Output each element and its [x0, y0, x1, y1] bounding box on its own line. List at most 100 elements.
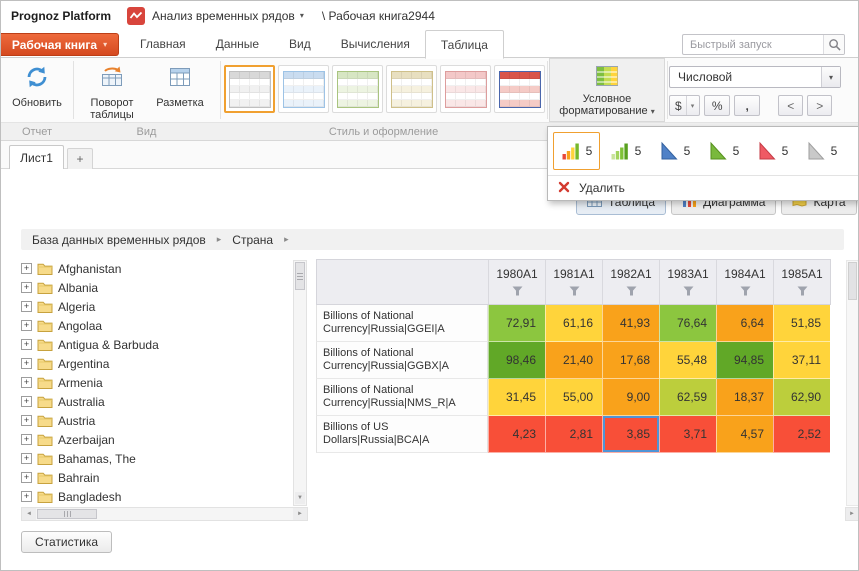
tab-tablitsa[interactable]: Таблица [424, 30, 504, 59]
tree-item-azerbaijan[interactable]: + Azerbaijan [21, 430, 291, 449]
cf-icon-set-2[interactable]: 5 [602, 132, 649, 170]
layout-button[interactable]: Разметка [148, 59, 212, 121]
chevron-down-icon[interactable]: ▾ [821, 67, 840, 87]
search-icon[interactable] [823, 35, 844, 54]
selected-data-cell[interactable]: 3,85 [602, 416, 659, 453]
scrollbar-thumb[interactable] [295, 262, 305, 290]
filter-icon[interactable] [797, 286, 808, 296]
tree-item-angolaa[interactable]: + Angolaa [21, 316, 291, 335]
tree-item-antigua-barbuda[interactable]: + Antigua & Barbuda [21, 335, 291, 354]
refresh-button[interactable]: Обновить [6, 59, 68, 121]
scroll-left-arrow[interactable]: ◄ [22, 508, 36, 520]
data-cell[interactable]: 94,85 [716, 342, 773, 379]
data-cell[interactable]: 51,85 [773, 305, 830, 342]
data-cell[interactable]: 31,45 [488, 379, 545, 416]
data-cell[interactable]: 3,71 [659, 416, 716, 453]
data-cell[interactable]: 9,00 [602, 379, 659, 416]
style-thumbnail-gray[interactable] [224, 65, 275, 113]
filter-icon[interactable] [626, 286, 637, 296]
style-thumbnail-beige[interactable] [386, 65, 437, 113]
style-thumbnail-red[interactable] [494, 65, 545, 113]
data-cell[interactable]: 61,16 [545, 305, 602, 342]
data-cell[interactable]: 72,91 [488, 305, 545, 342]
data-cell[interactable]: 62,90 [773, 379, 830, 416]
expand-icon[interactable]: + [21, 282, 32, 293]
data-cell[interactable]: 2,81 [545, 416, 602, 453]
tree-item-australia[interactable]: + Australia [21, 392, 291, 411]
expand-icon[interactable]: + [21, 320, 32, 331]
filter-icon[interactable] [683, 286, 694, 296]
expand-icon[interactable]: + [21, 472, 32, 483]
add-sheet-button[interactable]: + [67, 148, 93, 169]
tab-glavnaya[interactable]: Главная [140, 37, 186, 51]
number-format-select[interactable]: Числовой ▾ [669, 66, 841, 88]
statistics-button[interactable]: Статистика [21, 531, 113, 553]
data-cell[interactable]: 37,11 [773, 342, 830, 379]
column-header-1983A1[interactable]: 1983A1 [659, 260, 716, 304]
expand-icon[interactable]: + [21, 263, 32, 274]
cf-icon-set-1[interactable]: 5 [553, 132, 600, 170]
expand-icon[interactable]: + [21, 339, 32, 350]
expand-icon[interactable]: + [21, 396, 32, 407]
expand-icon[interactable]: + [21, 491, 32, 502]
scroll-down-arrow[interactable]: ▼ [295, 492, 305, 504]
scrollbar-thumb[interactable] [37, 509, 97, 519]
data-cell[interactable]: 21,40 [545, 342, 602, 379]
style-thumbnail-green[interactable] [332, 65, 383, 113]
cf-icon-set-6[interactable]: 5 [798, 132, 845, 170]
cf-icon-set-4[interactable]: 5 [700, 132, 747, 170]
increase-decimals-button[interactable]: > [807, 95, 833, 116]
data-cell[interactable]: 18,37 [716, 379, 773, 416]
tree-item-argentina[interactable]: + Argentina [21, 354, 291, 373]
tree-item-bahrain[interactable]: + Bahrain [21, 468, 291, 487]
scroll-right-arrow[interactable]: ► [293, 508, 307, 520]
row-label[interactable]: Billions of National Currency|Russia|NMS… [316, 379, 488, 416]
decrease-decimals-button[interactable]: < [778, 95, 804, 116]
row-label[interactable]: Billions of National Currency|Russia|GGE… [316, 305, 488, 342]
breadcrumb-item-country[interactable]: Страна [232, 232, 274, 247]
filter-icon[interactable] [512, 286, 523, 296]
workbook-menu-button[interactable]: Рабочая книга ▾ [1, 33, 119, 56]
data-cell[interactable]: 2,52 [773, 416, 830, 453]
tree-vertical-scrollbar[interactable]: ▼ [293, 260, 307, 506]
column-header-1980A1[interactable]: 1980A1 [488, 260, 545, 304]
expand-icon[interactable]: + [21, 453, 32, 464]
tree-item-albania[interactable]: + Albania [21, 278, 291, 297]
chevron-down-icon[interactable]: ▾ [685, 96, 694, 115]
filter-icon[interactable] [569, 286, 580, 296]
data-cell[interactable]: 17,68 [602, 342, 659, 379]
tree-item-armenia[interactable]: + Armenia [21, 373, 291, 392]
expand-icon[interactable]: + [21, 358, 32, 369]
sheet-tab-list1[interactable]: Лист1 [9, 145, 64, 169]
quick-search-input[interactable] [683, 38, 823, 51]
module-menu[interactable]: Анализ временных рядов ▾ [152, 9, 304, 23]
expand-icon[interactable]: + [21, 415, 32, 426]
data-cell[interactable]: 4,57 [716, 416, 773, 453]
tree-item-algeria[interactable]: + Algeria [21, 297, 291, 316]
tree-item-bahamas-the[interactable]: + Bahamas, The [21, 449, 291, 468]
scroll-right-arrow[interactable]: ► [845, 507, 858, 521]
column-header-1984A1[interactable]: 1984A1 [716, 260, 773, 304]
tree-item-austria[interactable]: + Austria [21, 411, 291, 430]
data-cell[interactable]: 76,64 [659, 305, 716, 342]
cf-delete-item[interactable]: Удалить [548, 175, 858, 200]
expand-icon[interactable]: + [21, 301, 32, 312]
tree-item-bangladesh[interactable]: + Bangladesh [21, 487, 291, 506]
style-thumbnail-blue[interactable] [278, 65, 329, 113]
style-thumbnail-pink[interactable] [440, 65, 491, 113]
filter-icon[interactable] [740, 286, 751, 296]
tab-vychisleniya[interactable]: Вычисления [340, 37, 410, 51]
column-header-1981A1[interactable]: 1981A1 [545, 260, 602, 304]
pivot-table-button[interactable]: Поворот таблицы [79, 59, 145, 121]
breadcrumb-item-database[interactable]: База данных временных рядов [32, 232, 206, 247]
thousands-separator-button[interactable]: , [734, 95, 761, 116]
data-cell[interactable]: 62,59 [659, 379, 716, 416]
currency-format-button[interactable]: $ ▾ [669, 95, 701, 116]
cf-icon-set-5[interactable]: 5 [749, 132, 796, 170]
table-vertical-scrollbar[interactable] [846, 260, 858, 506]
tab-dannye[interactable]: Данные [215, 37, 260, 51]
data-cell[interactable]: 55,48 [659, 342, 716, 379]
data-cell[interactable]: 98,46 [488, 342, 545, 379]
expand-icon[interactable]: + [21, 377, 32, 388]
tree-horizontal-scrollbar[interactable]: ◄ ► [21, 507, 308, 521]
